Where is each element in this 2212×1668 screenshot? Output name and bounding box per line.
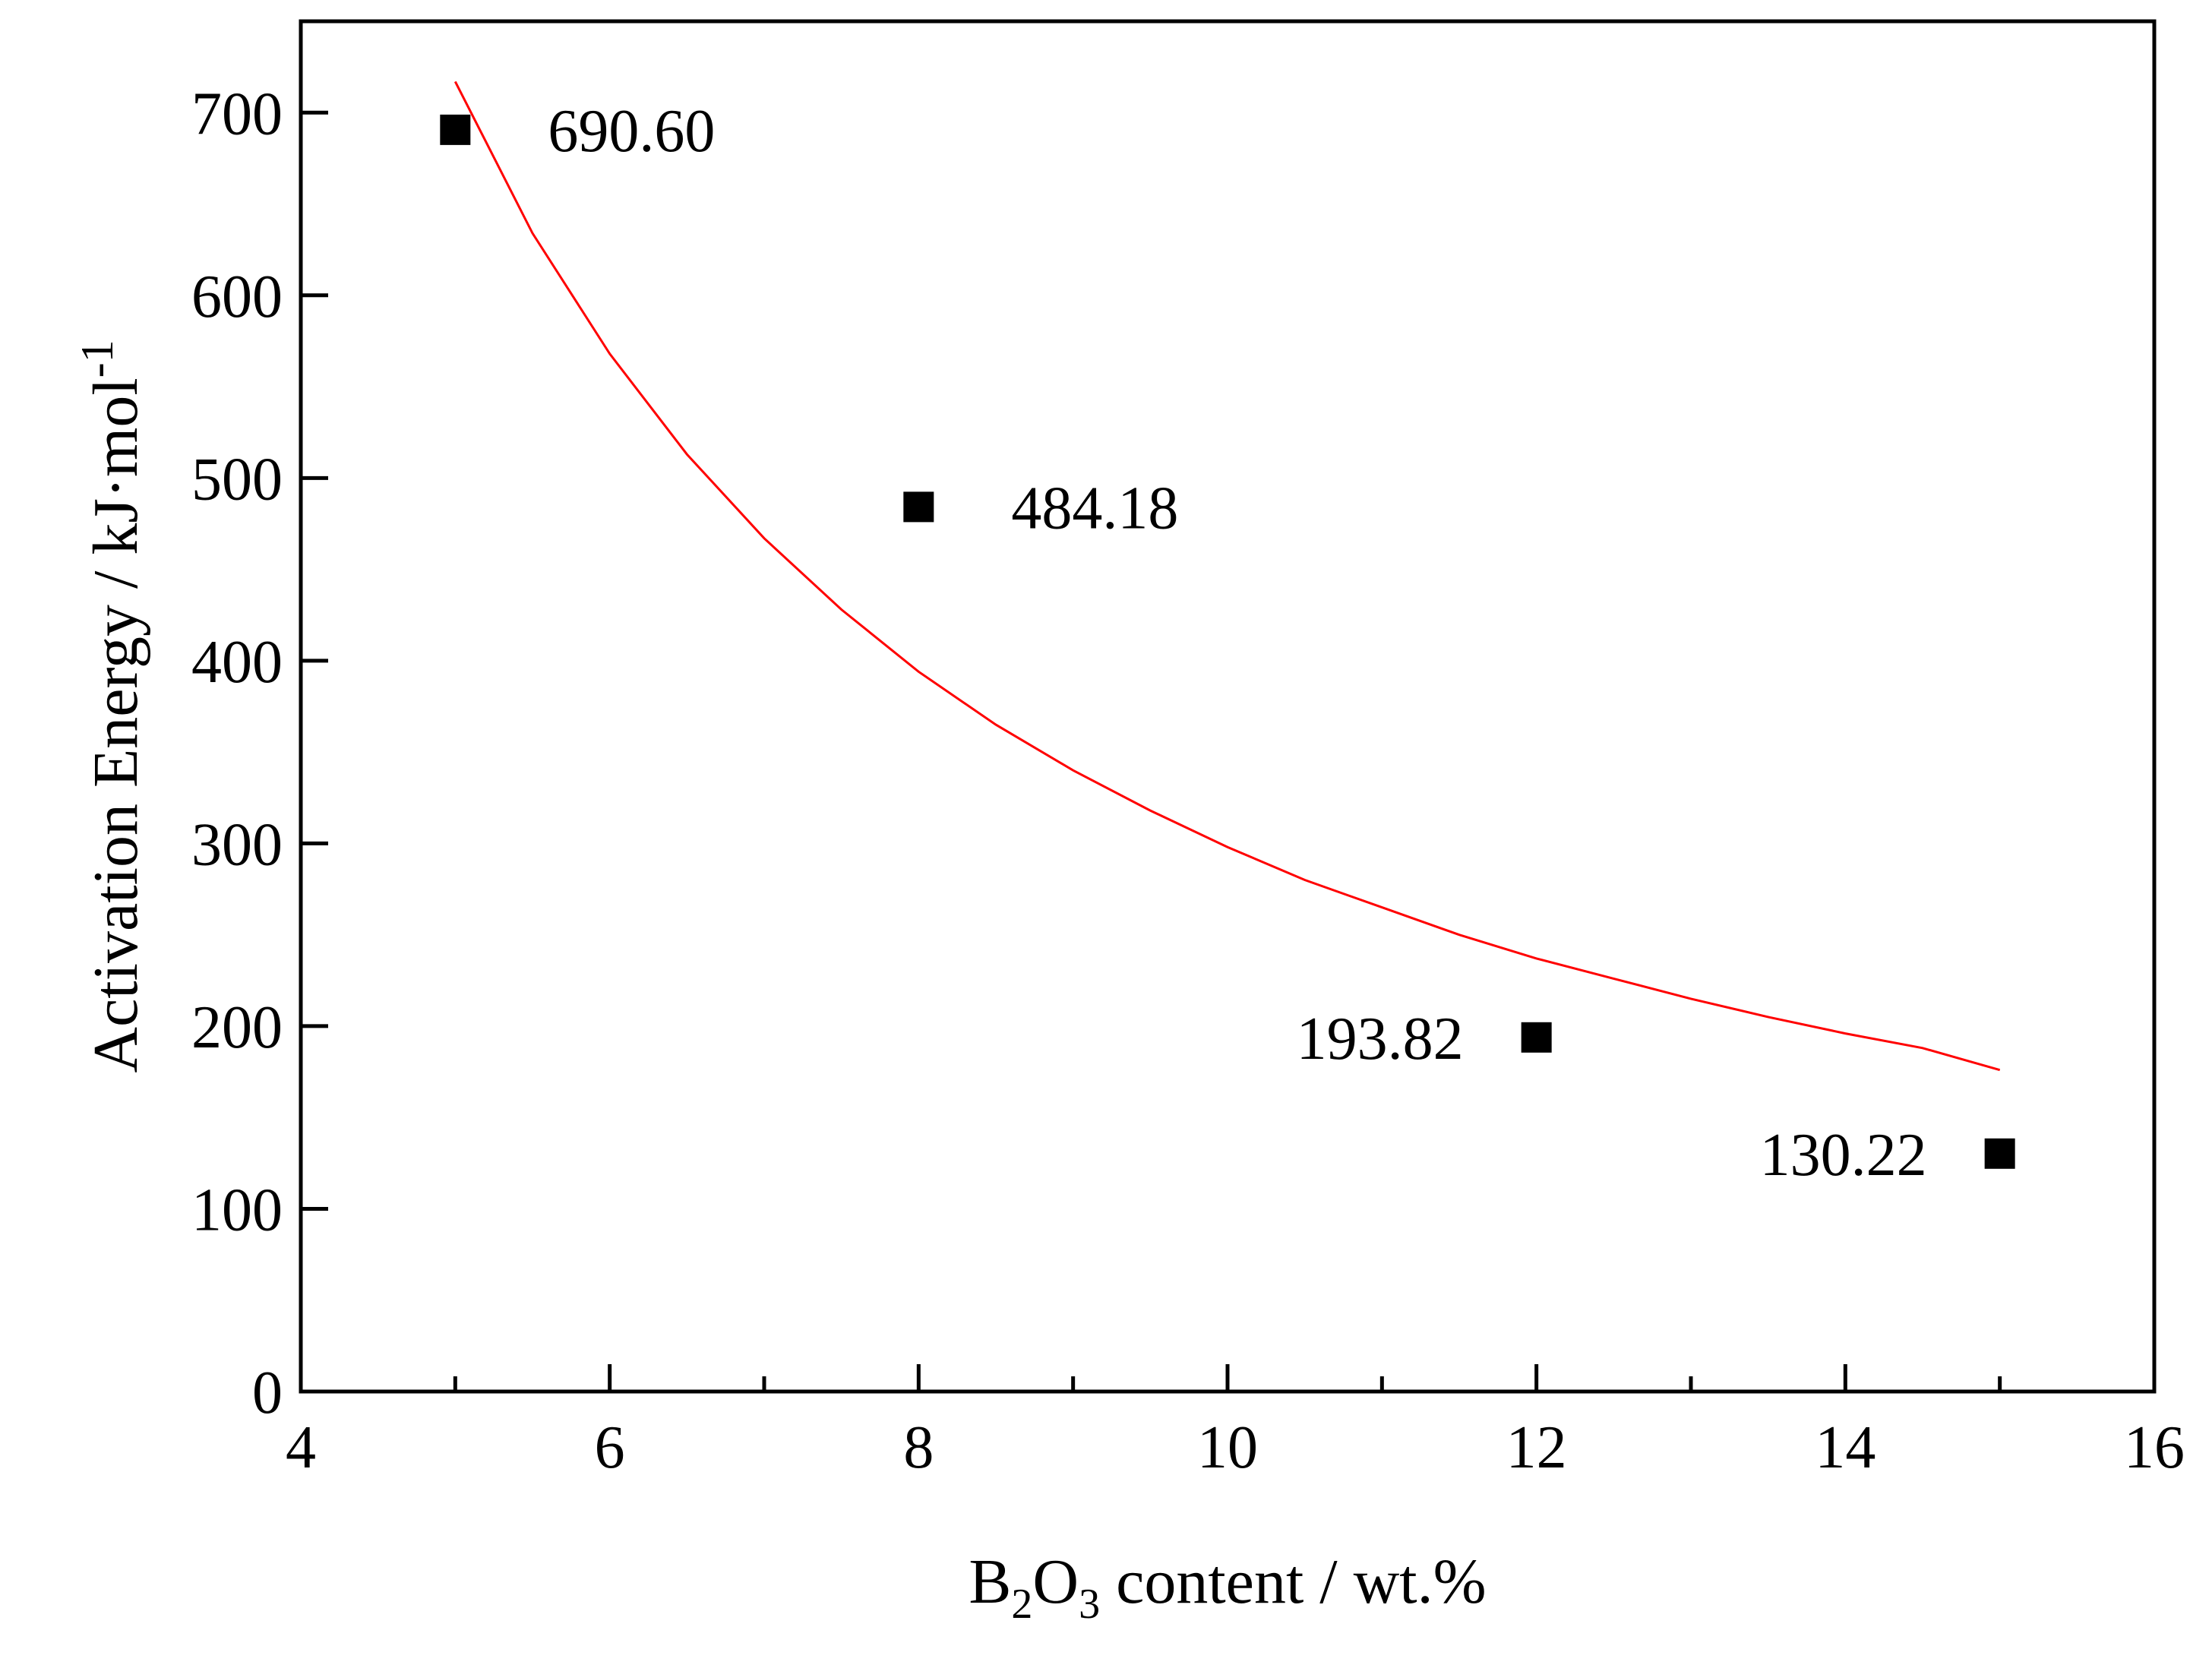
x-tick-label: 12 bbox=[1506, 1414, 1567, 1481]
y-tick-label: 500 bbox=[191, 446, 283, 513]
axis-tick-labels: 4 6 8 10 12 14 16 0 100 200 300 400 500 600 700 bbox=[191, 81, 2185, 1481]
y-tick-label: 100 bbox=[191, 1177, 283, 1243]
x-tick-label: 4 bbox=[286, 1414, 316, 1481]
x-axis-title-sub2: 3 bbox=[1079, 1581, 1100, 1628]
data-point-label: 130.22 bbox=[1760, 1122, 1927, 1189]
data-point-marker bbox=[440, 114, 471, 145]
axis-ticks bbox=[299, 110, 2157, 1394]
data-point-label: 484.18 bbox=[1011, 475, 1178, 542]
x-tick-label: 8 bbox=[903, 1414, 934, 1481]
y-tick-label: 700 bbox=[191, 81, 283, 147]
y-tick-label: 0 bbox=[252, 1360, 283, 1426]
x-axis-title: B2O3 content / wt.% bbox=[969, 1546, 1486, 1628]
data-points bbox=[440, 114, 2015, 1169]
data-labels: 690.60 484.18 193.82 130.22 bbox=[548, 98, 1926, 1189]
x-tick-label: 16 bbox=[2124, 1414, 2185, 1481]
data-point-marker bbox=[903, 491, 934, 523]
y-axis-title: Activation Energy / kJ·mol-1 bbox=[72, 340, 151, 1073]
x-axis-title-suffix: content / wt.% bbox=[1100, 1546, 1487, 1617]
data-point-label: 690.60 bbox=[548, 98, 715, 165]
y-tick-label: 400 bbox=[191, 629, 283, 696]
y-tick-label: 300 bbox=[191, 811, 283, 878]
x-tick-label: 6 bbox=[595, 1414, 625, 1481]
x-tick-label: 14 bbox=[1815, 1414, 1875, 1481]
y-tick-label: 200 bbox=[191, 994, 283, 1061]
y-axis-title-text: Activation Energy / kJ·mol bbox=[81, 378, 151, 1073]
x-tick-label: 10 bbox=[1197, 1414, 1258, 1481]
y-tick-label: 600 bbox=[191, 264, 283, 330]
fit-curve bbox=[453, 81, 2001, 1072]
data-point-label: 193.82 bbox=[1297, 1006, 1464, 1073]
x-axis-title-sub1: 2 bbox=[1011, 1581, 1032, 1628]
x-axis-title-mid: O bbox=[1032, 1546, 1079, 1617]
x-axis-title-prefix: B bbox=[969, 1546, 1011, 1617]
y-axis-title-sup: -1 bbox=[72, 340, 122, 378]
data-point-marker bbox=[1984, 1138, 2015, 1169]
data-point-marker bbox=[1521, 1022, 1552, 1053]
